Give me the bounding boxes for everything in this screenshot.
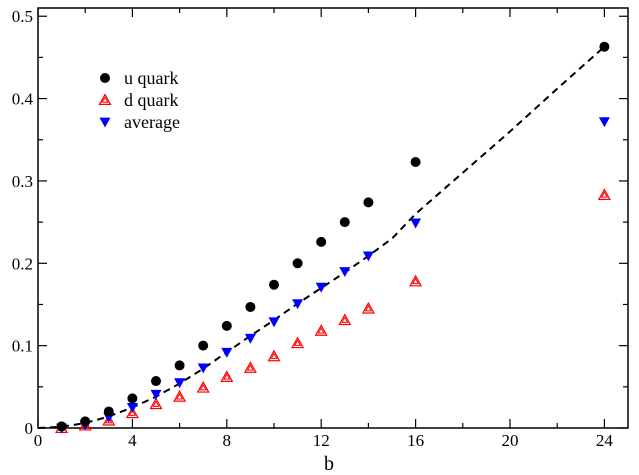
legend-marker-d-quark-inner (101, 96, 109, 103)
legend-label: d quark (124, 90, 178, 110)
y-tick-label: 0.3 (12, 172, 33, 191)
d-quark-point-inner (600, 191, 609, 198)
d-quark-point-inner (293, 339, 302, 346)
legend-marker-d-quark (98, 93, 112, 106)
average-point (150, 389, 162, 400)
d-quark-point (361, 301, 375, 314)
u-quark-point (316, 236, 327, 247)
u-quark-point (410, 157, 421, 167)
average-point (244, 333, 256, 344)
average-point (268, 317, 280, 328)
y-tick-label: 0.2 (12, 254, 33, 273)
d-quark-point-inner (317, 326, 325, 334)
u-quark-point (269, 279, 279, 290)
legend-label: u quark (124, 68, 178, 88)
average-point (221, 347, 233, 358)
u-quark-point (151, 376, 161, 387)
d-quark-point-inner (128, 409, 137, 416)
d-quark-point-inner (105, 416, 113, 424)
y-tick-label: 0 (25, 419, 34, 438)
d-quark-point (409, 274, 423, 287)
average-point (598, 117, 610, 128)
x-tick-label: 12 (313, 431, 330, 450)
average-point (197, 363, 209, 374)
x-tick-label: 0 (34, 431, 43, 450)
u-quark-point (56, 421, 67, 432)
d-quark-point (338, 313, 352, 326)
u-quark-point (599, 41, 610, 52)
average-point (292, 299, 304, 310)
d-quark-point-inner (364, 304, 373, 312)
u-quark-point (221, 320, 232, 331)
x-tick-label: 4 (128, 431, 137, 450)
u-quark-point (363, 197, 374, 208)
legend-box (90, 64, 220, 144)
d-quark-point (196, 380, 210, 393)
u-quark-point (103, 406, 114, 417)
d-quark-point (291, 336, 305, 349)
average-point (174, 378, 186, 389)
d-quark-point (102, 413, 116, 426)
u-quark-point (198, 340, 209, 351)
d-quark-point (597, 188, 611, 200)
u-quark-point (245, 301, 256, 312)
d-quark-point (314, 324, 328, 336)
u-quark-point (339, 217, 350, 228)
d-quark-point-inner (341, 316, 349, 323)
d-quark-point (220, 370, 234, 382)
d-quark-point (173, 389, 187, 402)
x-tick-label: 16 (407, 431, 424, 450)
y-tick-label: 0.4 (12, 90, 34, 109)
legend-marker-average (99, 117, 111, 128)
legend-marker-u-quark (100, 73, 110, 83)
x-axis-label: b (324, 453, 334, 475)
average-point (362, 251, 374, 262)
x-tick-label: 20 (502, 431, 519, 450)
u-quark-point (174, 360, 185, 371)
x-tick-label: 8 (223, 431, 232, 450)
d-quark-point (243, 361, 257, 373)
y-tick-label: 0.1 (12, 337, 33, 356)
average-point (315, 282, 327, 293)
d-quark-point-inner (152, 400, 160, 407)
d-quark-point (125, 406, 139, 419)
d-quark-point-inner (223, 373, 231, 380)
d-quark-point-inner (246, 364, 255, 371)
d-quark-point-inner (270, 352, 278, 360)
u-quark-point (292, 258, 303, 269)
average-point (339, 267, 351, 278)
plot-frame (37, 7, 629, 429)
d-quark-point (149, 397, 163, 410)
d-quark-point (267, 349, 281, 362)
u-quark-point (127, 393, 138, 404)
x-tick-label: 24 (596, 431, 614, 450)
legend-label: average (124, 112, 180, 132)
y-tick-label: 0.5 (12, 7, 33, 26)
u-quark-point (80, 416, 91, 427)
d-quark-point-inner (411, 277, 420, 285)
d-quark-point-inner (199, 383, 207, 391)
d-quark-point-inner (175, 392, 184, 400)
average-point (126, 403, 138, 413)
average-point (410, 218, 422, 229)
